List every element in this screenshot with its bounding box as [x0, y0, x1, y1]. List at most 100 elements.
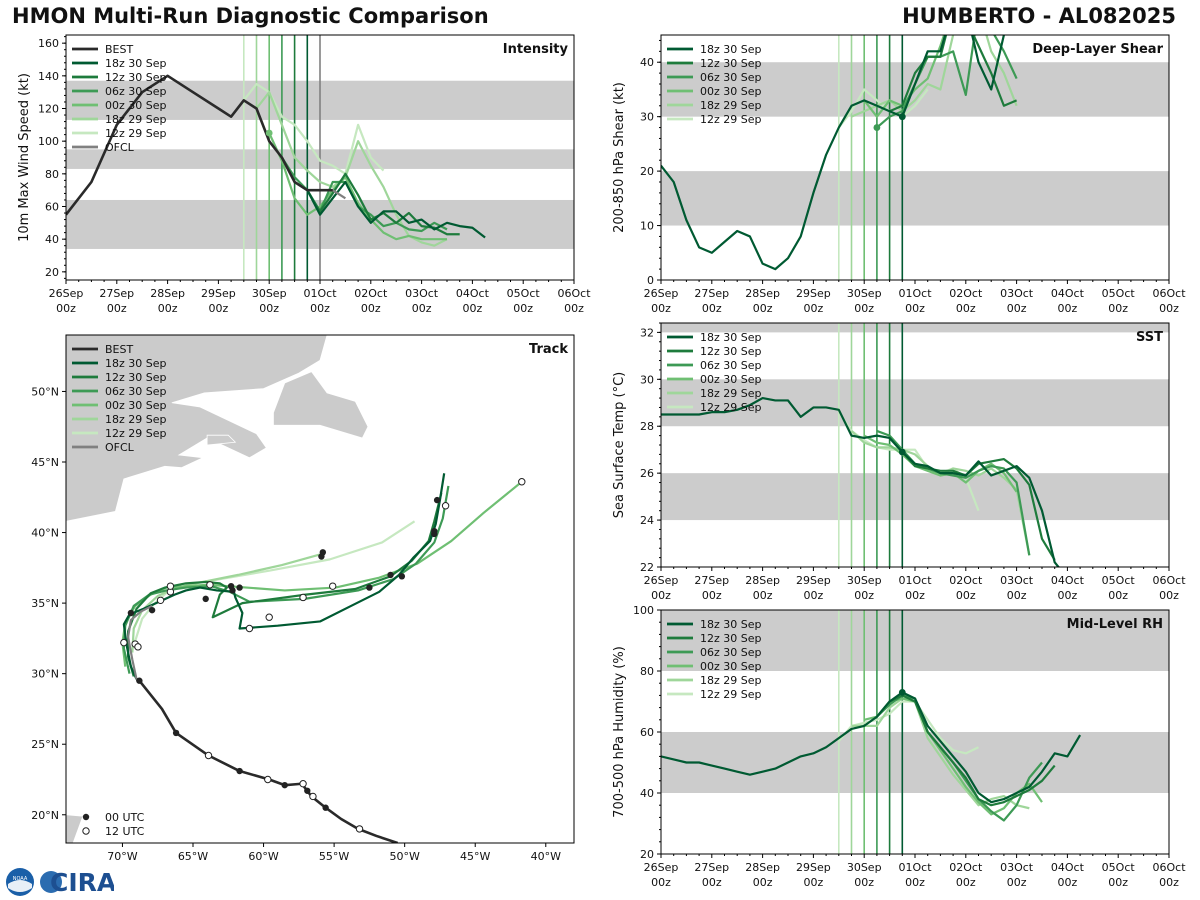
shear-y-tick-label: 30	[640, 111, 654, 124]
intensity-x-tick-label: 00z	[310, 302, 330, 315]
track-point-12utc	[245, 624, 254, 633]
sst-y-label: Sea Surface Temp (°C)	[612, 372, 627, 519]
track-point-00utc	[304, 787, 311, 794]
intensity-y-tick-label: 20	[45, 266, 59, 279]
sst-x-tick-label: 00z	[1108, 589, 1128, 602]
intensity-x-tick-label: 00z	[564, 302, 584, 315]
legend-label-00z-30-sep: 00z 30 Sep	[700, 660, 762, 673]
intensity-y-tick-label: 60	[45, 201, 59, 214]
track-point-12utc	[299, 593, 307, 602]
shear-x-tick-label: 00z	[753, 302, 773, 315]
intensity-x-tick-label: 04Oct	[456, 287, 490, 300]
track-line-12z-29-sep	[134, 520, 416, 642]
sst-x-tick-label: 28Sep	[745, 574, 780, 587]
shear-x-tick-label: 28Sep	[745, 287, 780, 300]
shear-line-18z-30-sep	[661, 35, 1006, 271]
shear-plot-area	[661, 35, 1169, 280]
sst-x-tick-label: 29Sep	[796, 574, 831, 587]
sst-y-tick-label: 28	[640, 420, 654, 433]
rh-x-tick-label: 00z	[905, 876, 925, 889]
track-point-00utc	[127, 609, 135, 617]
intensity-x-tick-label: 01Oct	[303, 287, 337, 300]
sst-band	[661, 323, 1169, 333]
sst-x-tick-label: 00z	[804, 589, 824, 602]
track-x-tick-label: 50°W	[389, 850, 419, 863]
sst-x-tick-label: 05Oct	[1102, 574, 1136, 587]
shear-x-tick-label: 04Oct	[1051, 287, 1085, 300]
track-frame	[65, 334, 575, 844]
track-y-tick-label: 20°N	[31, 809, 59, 822]
track-point-12utc	[329, 582, 337, 590]
intensity-x-tick-label: 00z	[361, 302, 381, 315]
rh-y-tick-label: 80	[640, 665, 654, 678]
legend-label-06z-30-sep: 06z 30 Sep	[700, 359, 762, 372]
legend-label-18z-29-sep: 18z 29 Sep	[700, 674, 762, 687]
track-point-12utc	[120, 638, 128, 647]
shear-x-tick-label: 02Oct	[949, 287, 983, 300]
track-x-tick-label: 70°W	[107, 850, 137, 863]
sst-x-tick-label: 00z	[1007, 589, 1027, 602]
sst-x-tick-label: 00z	[753, 589, 773, 602]
track-point-00utc	[148, 606, 156, 614]
legend-label-18z-30-sep: 18z 30 Sep	[105, 357, 167, 370]
rh-panel: 26Sep 00z 27Sep 00z 28Sep 00z 29Sep 00z 30Sep 00z…	[612, 604, 1186, 889]
intensity-x-tick-label: 26Sep	[49, 287, 84, 300]
sst-line-00z-30-sep	[863, 434, 1018, 493]
sst-x-tick-label: 27Sep	[694, 574, 729, 587]
sst-x-tick-label: 00z	[1159, 589, 1179, 602]
rh-panel-title: Mid-Level RH	[1067, 617, 1163, 632]
sst-y-tick-label: 30	[640, 373, 654, 386]
intensity-y-label: 10m Max Wind Speed (kt)	[17, 73, 32, 242]
shear-x-tick-label: 00z	[651, 302, 671, 315]
rh-x-tick-label: 00z	[1108, 876, 1128, 889]
shear-line-12z-29-sep	[837, 88, 929, 129]
shear-x-tick-label: 00z	[956, 302, 976, 315]
intensity-y-tick-label: 120	[38, 103, 59, 116]
shear-x-tick-label: 03Oct	[1000, 287, 1034, 300]
track-panel-title: Track	[529, 342, 568, 357]
intensity-x-tick-label: 29Sep	[201, 287, 236, 300]
rh-y-tick-label: 40	[640, 787, 654, 800]
track-point-12utc	[441, 502, 450, 510]
track-point-12utc	[264, 775, 272, 784]
intensity-x-tick-label: 05Oct	[507, 287, 541, 300]
intensity-x-tick-label: 28Sep	[150, 287, 185, 300]
legend-label-12z-30-sep: 12z 30 Sep	[105, 371, 167, 384]
track-point-00utc	[322, 804, 329, 811]
intensity-x-tick-label: 02Oct	[354, 287, 388, 300]
sst-panel: 26Sep 00z 27Sep 00z 28Sep 00z 29Sep 00z 30Sep 00z…	[612, 322, 1186, 602]
cira-globe-icon	[40, 871, 62, 893]
shear-line-12z-30-sep	[889, 35, 1018, 113]
track-point-00utc	[172, 729, 180, 737]
legend-label-06z-30-sep: 06z 30 Sep	[700, 71, 762, 84]
legend-label-12z-29-sep: 12z 29 Sep	[700, 401, 762, 414]
sst-x-tick-label: 00z	[702, 589, 722, 602]
sst-y-tick-label: 32	[640, 326, 654, 339]
shear-y-label: 200-850 hPa Shear (kt)	[612, 82, 627, 233]
sst-y-tick-label: 24	[640, 514, 654, 527]
intensity-line-18z-29-sep	[255, 91, 448, 247]
intensity-x-tick-label: 00z	[107, 302, 127, 315]
rh-x-tick-label: 00z	[651, 876, 671, 889]
legend-label-12z-29-sep: 12z 29 Sep	[700, 688, 762, 701]
shear-panel: 26Sep 00z 27Sep 00z 28Sep 00z 29Sep 00z 30Sep 00z…	[612, 34, 1186, 315]
shear-line-06z-30-sep	[876, 35, 1018, 129]
track-point-12utc	[206, 581, 214, 589]
rh-x-tick-label: 00z	[702, 876, 722, 889]
sst-marker-18z-30-sep	[898, 448, 906, 456]
track-point-00utc	[229, 587, 236, 594]
track-point-12utc	[156, 596, 165, 604]
shear-marker-06z-30-sep	[873, 124, 881, 131]
legend-label-best: BEST	[105, 43, 133, 56]
sst-x-tick-label: 00z	[854, 589, 874, 602]
sst-y-tick-label: 26	[640, 467, 654, 480]
shear-x-tick-label: 00z	[1108, 302, 1128, 315]
track-point-00utc	[281, 781, 288, 789]
track-point-00utc	[366, 584, 373, 591]
intensity-x-tick-label: 03Oct	[405, 287, 439, 300]
track-line-best	[135, 678, 399, 843]
track-point-12utc	[166, 582, 175, 590]
shear-x-tick-label: 27Sep	[694, 287, 729, 300]
cira-logo: NOAA CIRA	[6, 868, 114, 897]
